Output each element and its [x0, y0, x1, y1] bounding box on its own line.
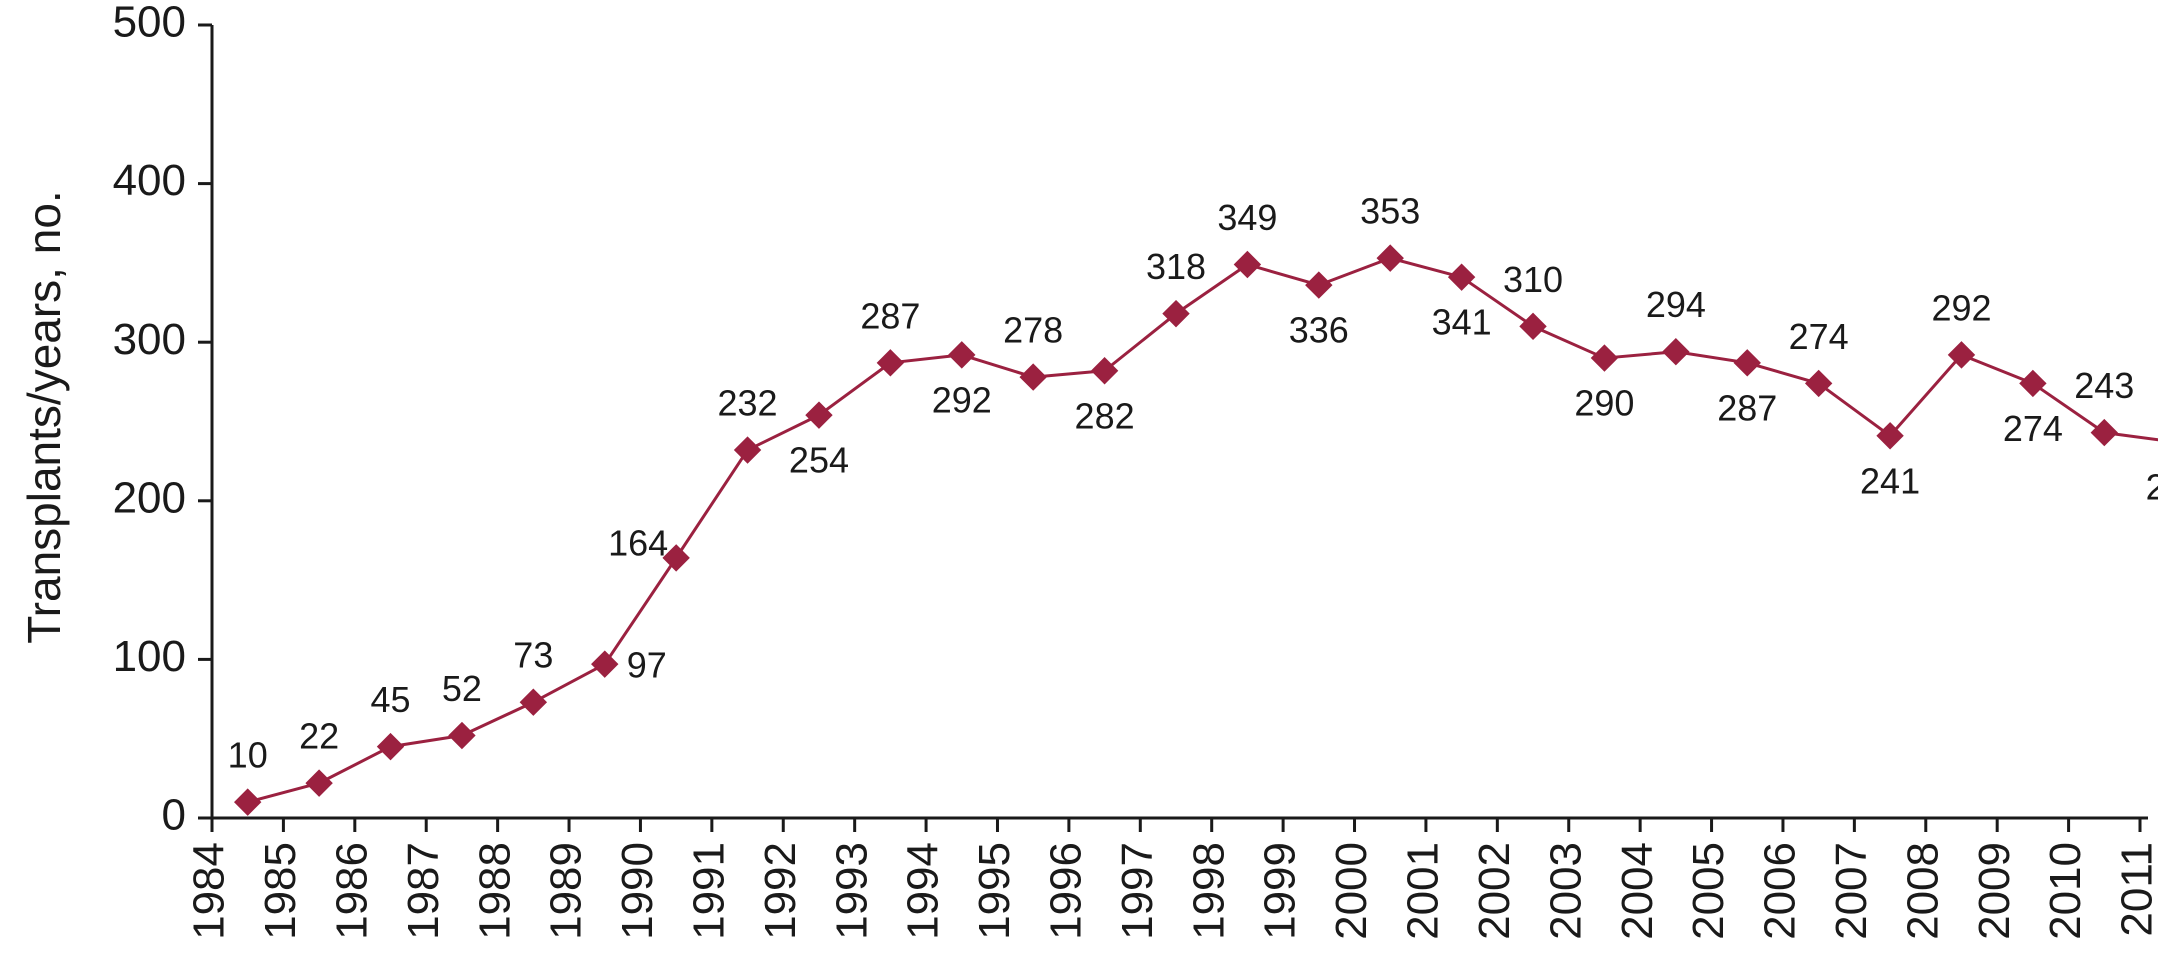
x-tick-label: 2009 [1970, 842, 2019, 940]
x-tick-label: 1993 [827, 842, 876, 940]
data-label: 52 [442, 668, 482, 709]
x-tick-label: 2004 [1613, 842, 1662, 940]
data-point-marker [2019, 369, 2047, 398]
data-label: 73 [513, 635, 553, 676]
x-tick-label: 2001 [1399, 842, 1448, 940]
data-point-marker [1447, 263, 1476, 291]
x-tick-label: 2008 [1898, 842, 1947, 940]
data-point-marker [1804, 369, 1833, 398]
data-label: 318 [1146, 246, 1206, 287]
data-labels: 10 22 45 52 73 97 164 232 254 287 292 278 282 318 349 3… [228, 191, 2158, 776]
data-label: 282 [1075, 395, 1135, 436]
series-line [247, 256, 2158, 804]
x-tick-label: 1990 [613, 842, 662, 940]
y-tick-label: 0 [162, 791, 186, 840]
x-tick-label: 1999 [1256, 842, 1305, 940]
data-point-marker [519, 688, 548, 716]
x-tick-label: 1996 [1042, 842, 1091, 940]
data-point-marker [1947, 341, 1976, 369]
x-tick-label: 1998 [1184, 842, 1233, 940]
data-point-marker [1019, 363, 1047, 391]
data-label: 290 [1574, 383, 1634, 424]
data-label: 243 [2074, 365, 2134, 406]
y-tick-label: 300 [113, 315, 186, 364]
data-label: 287 [860, 295, 920, 336]
x-tick-label: 1985 [256, 842, 305, 940]
x-tick-label: 1991 [684, 842, 733, 940]
data-point-marker [233, 788, 262, 816]
data-label: 353 [1360, 191, 1420, 232]
x-tick-label: 2006 [1756, 842, 1805, 940]
x-tick-label: 1987 [399, 842, 448, 940]
data-point-marker [1733, 349, 1761, 377]
data-label: 292 [932, 379, 992, 420]
data-point-marker [305, 769, 333, 797]
x-tick-label: 2010 [2041, 842, 2090, 940]
data-label: 45 [370, 679, 410, 720]
data-label: 254 [789, 440, 849, 481]
x-tick-label: 1988 [470, 842, 519, 940]
data-point-marker [733, 436, 762, 464]
x-ticks: 1984 1985 1986 1987 1988 1989 1990 1991 1992 1993… [185, 818, 2158, 940]
x-tick-label: 2003 [1541, 842, 1590, 940]
data-point-marker [1519, 312, 1547, 341]
x-tick-label: 2005 [1684, 842, 1733, 940]
data-point-marker [2090, 418, 2119, 447]
y-ticks: 0 100 200 300 400 500 [113, 0, 212, 840]
data-point-marker [805, 401, 833, 429]
data-point-marker [376, 732, 405, 761]
data-point-marker [1305, 271, 1333, 299]
data-point-marker [591, 650, 619, 678]
x-tick-label: 2011 [2113, 842, 2158, 937]
data-point-marker [1233, 250, 1262, 279]
x-tick-label: 1994 [899, 842, 948, 940]
data-markers [233, 244, 2119, 816]
data-label: 22 [299, 716, 339, 757]
data-label: 237 [2146, 467, 2158, 508]
x-tick-label: 1997 [1113, 842, 1162, 940]
data-point-marker [1662, 338, 1690, 366]
y-tick-label: 400 [113, 156, 186, 205]
data-point-marker [662, 544, 690, 572]
data-label: 310 [1503, 259, 1563, 300]
x-tick-label: 1986 [327, 842, 376, 940]
data-label: 292 [1931, 287, 1991, 328]
y-axis-title: Transplants/years, no. [18, 190, 70, 643]
data-label: 274 [1789, 316, 1849, 357]
data-label: 241 [1860, 460, 1920, 501]
x-tick-label: 1992 [756, 842, 805, 940]
y-tick-label: 200 [113, 473, 186, 522]
data-point-marker [1590, 344, 1619, 372]
data-point-marker [448, 721, 476, 750]
x-tick-label: 2007 [1827, 842, 1876, 940]
data-label: 164 [608, 522, 668, 563]
data-label: 278 [1003, 310, 1063, 351]
x-tick-label: 1984 [185, 842, 234, 940]
x-tick-label: 1995 [970, 842, 1019, 940]
x-tick-label: 2000 [1327, 842, 1376, 940]
data-label: 10 [228, 735, 268, 776]
data-point-marker [1090, 357, 1119, 385]
data-label: 97 [627, 645, 667, 686]
data-label: 336 [1289, 310, 1349, 351]
data-label: 341 [1432, 302, 1492, 343]
data-point-marker [1162, 299, 1190, 328]
x-tick-label: 2002 [1470, 842, 1519, 940]
y-tick-label: 100 [113, 632, 186, 681]
data-label: 232 [718, 383, 778, 424]
data-point-marker [876, 349, 905, 377]
data-point-marker [948, 341, 976, 369]
y-tick-label: 500 [113, 0, 186, 47]
data-label: 274 [2003, 408, 2063, 449]
data-point-marker [1376, 244, 1404, 272]
data-label: 287 [1717, 387, 1777, 428]
x-tick-label: 1989 [542, 842, 591, 940]
data-label: 294 [1646, 284, 1706, 325]
data-label: 349 [1217, 197, 1277, 238]
data-point-marker [1876, 422, 1904, 450]
